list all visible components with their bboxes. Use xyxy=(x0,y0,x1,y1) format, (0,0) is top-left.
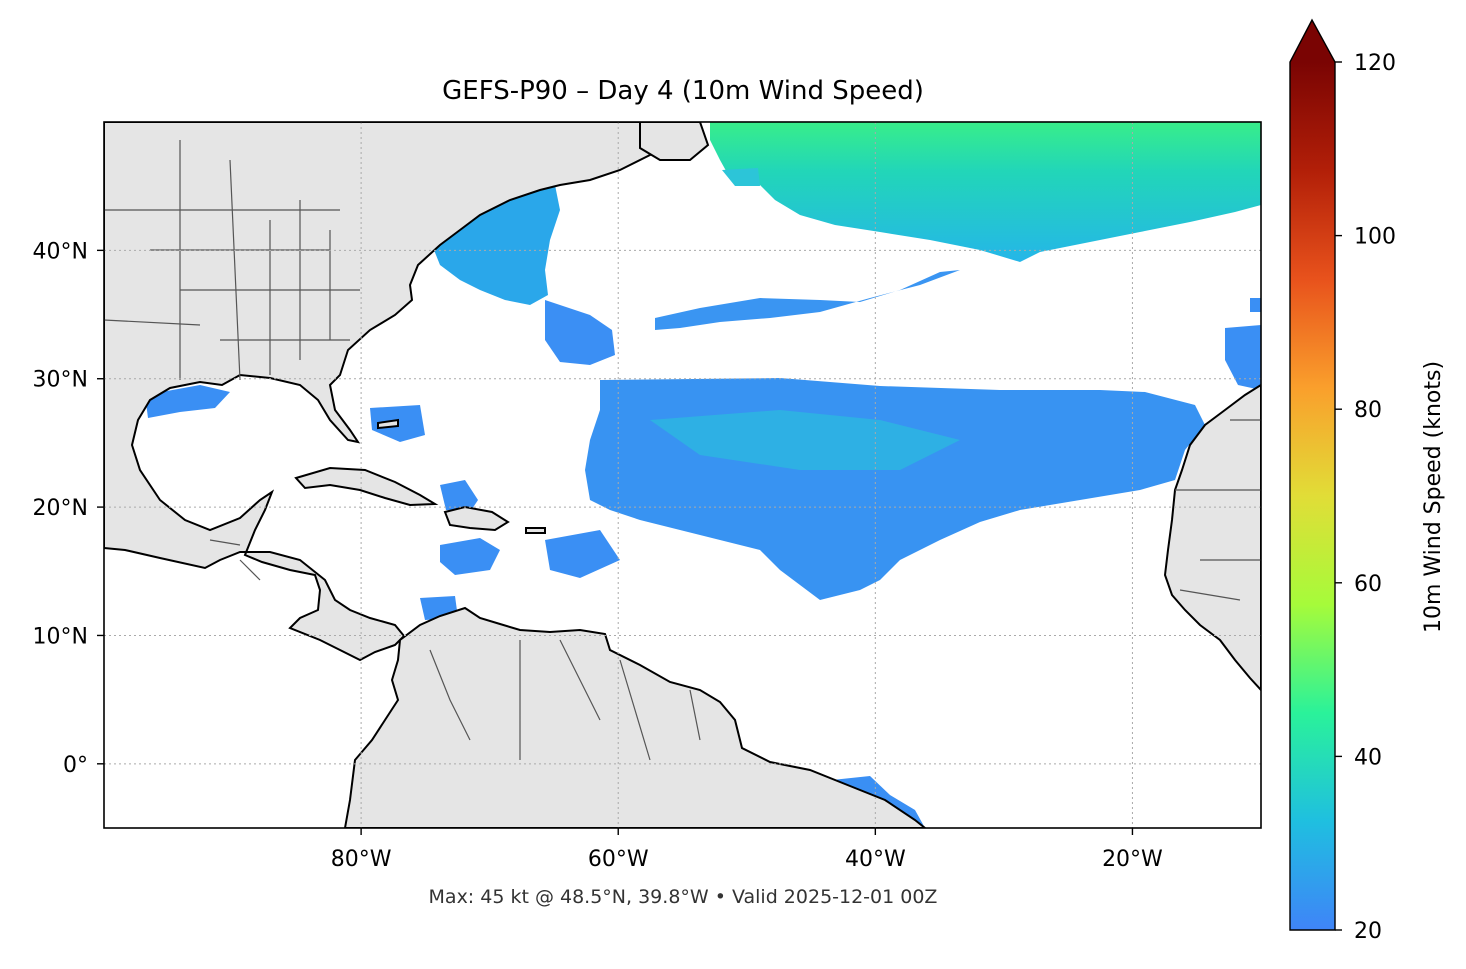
lon-tick-label: 80°W xyxy=(331,847,392,872)
wind-region-north-atlantic-jet xyxy=(710,122,1261,262)
lon-tick-label: 40°W xyxy=(845,847,906,872)
colorbar-tick-label: 100 xyxy=(1354,225,1396,250)
lat-tick-label: 30°N xyxy=(33,368,88,393)
lat-tick-label: 40°N xyxy=(33,239,88,264)
colorbar-tick-label: 80 xyxy=(1354,398,1382,423)
land-africa xyxy=(1163,383,1261,692)
lat-tick-label: 10°N xyxy=(33,624,88,649)
colorbar-extend-arrow xyxy=(1290,20,1335,62)
land-masses xyxy=(104,122,1261,828)
colorbar: 20 40 60 80 100 120 10m Wind Speed (knots) xyxy=(1289,18,1446,944)
max-wind-footer: Max: 45 kt @ 48.5°N, 39.8°W • Valid 2025… xyxy=(429,886,938,908)
land-south-america xyxy=(343,606,927,828)
colorbar-tick-label: 60 xyxy=(1354,572,1382,597)
colorbar-body xyxy=(1290,62,1335,930)
lat-tick-label: 0° xyxy=(63,753,88,778)
colorbar-tick-label: 40 xyxy=(1354,745,1382,770)
lat-tick-label: 20°N xyxy=(33,496,88,521)
lat-axis: 0° 10°N 20°N 30°N 40°N xyxy=(33,239,104,778)
colorbar-tick-label: 120 xyxy=(1354,51,1396,76)
lon-tick-label: 20°W xyxy=(1102,847,1163,872)
lon-tick-label: 60°W xyxy=(588,847,649,872)
plot-area xyxy=(104,122,1261,828)
political-borders xyxy=(104,140,1261,761)
wind-region-northeast-coast-band xyxy=(430,185,560,305)
wind-region-mid-atlantic-streak xyxy=(655,270,960,330)
lon-axis: 80°W 60°W 40°W 20°W xyxy=(331,828,1163,872)
colorbar-tick-label: 20 xyxy=(1354,919,1382,944)
land-hispaniola xyxy=(443,505,510,532)
land-north-america xyxy=(104,122,701,662)
colorbar-ticks: 20 40 60 80 100 120 xyxy=(1335,51,1396,944)
map-frame xyxy=(103,121,1262,829)
colorbar-label: 10m Wind Speed (knots) xyxy=(1421,361,1446,633)
map-title: GEFS-P90 – Day 4 (10m Wind Speed) xyxy=(442,76,924,106)
land-cuba xyxy=(294,466,439,507)
